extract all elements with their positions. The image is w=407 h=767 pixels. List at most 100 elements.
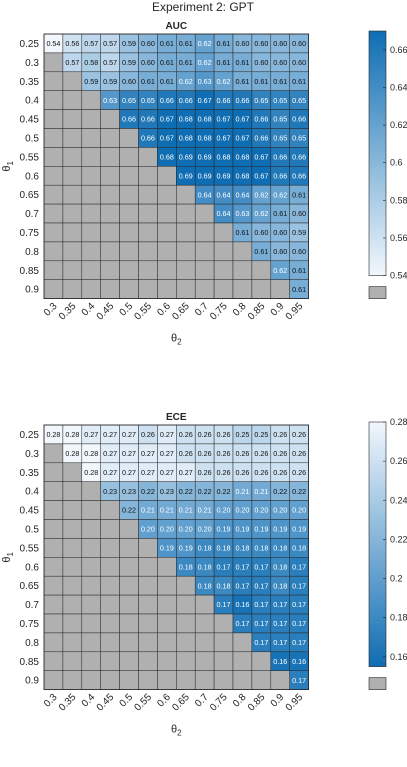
heatmap-cell (232, 260, 253, 280)
heatmap-cell (81, 594, 101, 615)
heatmap-cell (62, 203, 83, 224)
heatmap-cell (194, 613, 215, 634)
heatmap-cell (138, 222, 158, 243)
cell-value-label: 0.17 (292, 562, 306, 571)
heatmap-cell (43, 594, 64, 615)
cell-value-label: 0.61 (254, 247, 268, 256)
cell-value-label: 0.67 (254, 171, 268, 180)
cell-value-label: 0.28 (84, 449, 98, 458)
heatmap-cell (213, 222, 234, 243)
heatmap-cell (62, 500, 83, 520)
heatmap-cell (157, 166, 177, 186)
cell-value-label: 0.65 (122, 96, 136, 105)
heatmap-cell (43, 613, 64, 634)
cell-value-label: 0.67 (254, 152, 268, 161)
heatmap-cell (43, 279, 64, 299)
heatmap-cell (43, 462, 64, 482)
cell-value-label: 0.56 (65, 39, 79, 48)
heatmap-cell (119, 594, 139, 615)
cell-value-label: 0.69 (198, 152, 212, 161)
cell-value-label: 0.67 (235, 115, 249, 124)
heatmap-cell (138, 538, 158, 558)
cell-value-label: 0.17 (254, 581, 268, 590)
cell-value-label: 0.20 (235, 506, 249, 515)
cell-value-label: 0.23 (160, 487, 174, 496)
heatmap-cell (176, 184, 196, 205)
cell-value-label: 0.20 (198, 525, 212, 534)
cell-value-label: 0.18 (198, 543, 212, 552)
heatmap-cell (100, 594, 120, 615)
heatmap-cell (119, 279, 139, 299)
cell-value-label: 0.18 (217, 543, 231, 552)
heatmap-cell (62, 651, 83, 671)
cell-value-label: 0.26 (179, 449, 193, 458)
cell-value-label: 0.61 (141, 77, 155, 86)
cell-value-label: 0.26 (217, 468, 231, 477)
cell-value-label: 0.61 (292, 77, 306, 86)
cell-value-label: 0.26 (273, 449, 287, 458)
heatmap-cell (43, 166, 64, 186)
heatmap-cell (157, 222, 177, 243)
cell-value-label: 0.26 (141, 430, 155, 439)
cell-value-label: 0.62 (198, 58, 212, 67)
heatmap-cell (43, 147, 64, 167)
heatmap-cell (62, 557, 83, 577)
y-tick-label: 0.45 (20, 115, 40, 126)
cell-value-label: 0.26 (198, 468, 212, 477)
y-tick-label: 0.65 (20, 581, 40, 592)
heatmap-cell (138, 279, 158, 299)
cell-value-label: 0.62 (217, 77, 231, 86)
cell-value-label: 0.66 (273, 171, 287, 180)
heatmap-cell (81, 260, 101, 280)
colorbar (368, 30, 387, 276)
cell-value-label: 0.17 (235, 619, 249, 628)
x-tick-label: 0.85 (246, 301, 268, 323)
cell-value-label: 0.21 (179, 506, 193, 515)
cell-value-label: 0.17 (254, 562, 268, 571)
heatmap-cell (62, 632, 83, 653)
y-tick-label: 0.4 (25, 487, 39, 498)
cell-value-label: 0.62 (273, 190, 287, 199)
heatmap-cell (194, 279, 215, 299)
heatmap-cell (100, 241, 120, 262)
heatmap-cell (157, 557, 177, 577)
heatmap-cell (62, 128, 83, 148)
cell-value-label: 0.66 (292, 152, 306, 161)
cell-value-label: 0.26 (198, 449, 212, 458)
heatmap-cell (119, 557, 139, 577)
x-tick-label: 0.95 (284, 692, 306, 714)
heatmap-cell (232, 632, 253, 653)
heatmap-cell (43, 90, 64, 110)
heatmap-cell (251, 260, 272, 280)
colorbar-tick-label: 0.54 (390, 271, 407, 281)
heatmap-cell (43, 222, 64, 243)
cell-value-label: 0.17 (235, 581, 249, 590)
cell-value-label: 0.61 (217, 58, 231, 67)
heatmap-cell (157, 279, 177, 299)
heatmap-cell (100, 632, 120, 653)
heatmap-cell (213, 260, 234, 280)
cell-value-label: 0.66 (122, 115, 136, 124)
heatmap-cell (119, 670, 139, 690)
x-tick-label: 0.45 (95, 692, 117, 714)
colorbar-tick-label: 0.24 (390, 495, 407, 505)
cell-value-label: 0.63 (103, 96, 117, 105)
cell-value-label: 0.66 (160, 96, 174, 105)
cell-value-label: 0.26 (254, 449, 268, 458)
y-tick-label: 0.35 (20, 468, 40, 479)
y-tick-label: 0.55 (20, 543, 40, 554)
heatmap-cell (43, 632, 64, 653)
cell-value-label: 0.60 (273, 247, 287, 256)
plot-frame (43, 424, 310, 691)
cell-value-label: 0.65 (292, 96, 306, 105)
cell-value-label: 0.60 (141, 58, 155, 67)
y-tick-label: 0.3 (25, 58, 39, 69)
cell-value-label: 0.17 (292, 638, 306, 647)
heatmap-cell (81, 651, 101, 671)
heatmap-cell (81, 166, 101, 186)
heatmap-cell (62, 519, 83, 539)
cell-value-label: 0.22 (217, 487, 231, 496)
cell-value-label: 0.20 (273, 506, 287, 515)
cell-value-label: 0.60 (254, 228, 268, 237)
